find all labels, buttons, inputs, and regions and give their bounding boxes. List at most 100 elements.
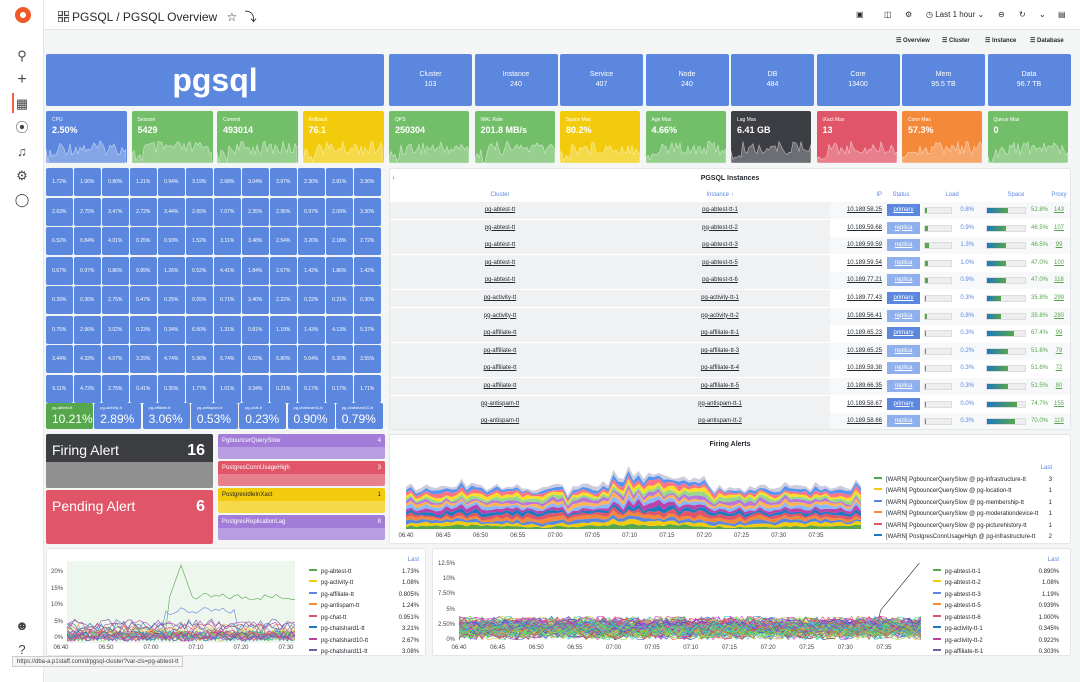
heatmap-cell[interactable]: 3.36%: [354, 168, 381, 196]
spark-panel-cpu[interactable]: CPU 2.50%: [46, 111, 127, 163]
stat-panel-core[interactable]: Core 13400: [816, 54, 900, 106]
legend-item[interactable]: pg-activity-tt 1.08%: [309, 578, 419, 590]
legend-item[interactable]: pg-abtest-tt 1.73%: [309, 567, 419, 579]
heatmap-cell[interactable]: 0.34%: [158, 315, 185, 344]
status-badge[interactable]: replica: [887, 415, 920, 428]
proxy-cell[interactable]: 100: [1053, 259, 1064, 266]
instance-cell[interactable]: pg-abtest-tt-6: [610, 272, 830, 290]
status-badge[interactable]: replica: [887, 309, 920, 322]
stat-panel-instance[interactable]: Instance 240: [474, 54, 558, 106]
heatmap-cell[interactable]: 2.54%: [270, 227, 297, 255]
status-badge[interactable]: replica: [887, 362, 920, 375]
proxy-cell[interactable]: 155: [1053, 400, 1064, 407]
spark-panel-ixact-max[interactable]: iXact Max 13: [816, 111, 897, 163]
proxy-cell[interactable]: 72: [1055, 365, 1063, 372]
heatmap-cell[interactable]: 1.31%: [214, 315, 241, 344]
legend-item[interactable]: pg-chatshard11-tt 3.08%: [309, 647, 419, 655]
instance-cell[interactable]: pg-antispam-tt-1: [610, 395, 830, 413]
cluster-cell[interactable]: pg-antispam-tt: [390, 395, 610, 413]
heatmap-cell[interactable]: 4.73%: [74, 374, 101, 403]
heatmap-cell[interactable]: 5.37%: [354, 315, 381, 344]
save-icon[interactable]: ◫: [884, 10, 892, 19]
user-avatar-icon[interactable]: ☻: [15, 618, 29, 633]
instance-cell[interactable]: pg-affiliate-tt-1: [610, 325, 830, 343]
cluster-cell[interactable]: pg-abtest-tt: [390, 219, 610, 237]
spark-panel-commit[interactable]: Commit 493014: [217, 111, 298, 163]
heatmap-cell[interactable]: 0.25%: [130, 227, 157, 255]
heatmap-cell[interactable]: 5.96%: [186, 345, 213, 373]
table-row[interactable]: pg-antispam-tt pg-antispam-tt-1 10.189.58.…: [390, 395, 1070, 413]
ip-cell[interactable]: 10.189.58.66: [846, 418, 882, 425]
heatmap-cell[interactable]: 2.81%: [326, 168, 353, 196]
heatmap-cell[interactable]: 6.50%: [186, 315, 213, 344]
heat-last-panel[interactable]: pg-chatshard10-tt 0.79%: [335, 403, 383, 429]
heatmap-cell[interactable]: 4.13%: [326, 315, 353, 344]
alert-list-item[interactable]: PostgresIdleInXact 1: [218, 488, 385, 513]
column-header[interactable]: Space: [1007, 192, 1025, 198]
heatmap-cell[interactable]: 1.01%: [214, 374, 241, 403]
heatmap-cell[interactable]: 0.39%: [46, 286, 73, 314]
heatmap-cell[interactable]: 0.21%: [270, 374, 297, 403]
heatmap-cell[interactable]: 4.33%: [74, 345, 101, 373]
legend-item[interactable]: [WARN] PostgresConnUsageHigh @ pg-infras…: [874, 544, 1052, 545]
status-badge[interactable]: primary: [887, 397, 920, 410]
collapse-icon[interactable]: ↓: [392, 175, 395, 181]
spark-panel-lag-max[interactable]: Lag Max 6.41 GB: [731, 111, 811, 163]
heatmap-cell[interactable]: 0.65%: [186, 286, 213, 314]
legend-item[interactable]: pg-chatshard1-tt 3.21%: [309, 624, 419, 636]
legend-item[interactable]: pg-abtest-tt-6 1.000%: [933, 613, 1059, 625]
instance-cell[interactable]: pg-activity-tt-1: [610, 290, 830, 307]
search-icon[interactable]: ⚲: [17, 48, 27, 63]
heatmap-cell[interactable]: 0.86%: [102, 256, 129, 285]
status-badge[interactable]: replica: [887, 344, 920, 357]
gear-icon[interactable]: ⚙: [16, 168, 28, 183]
heatmap-cell[interactable]: 6.02%: [242, 345, 269, 373]
add-panel-icon[interactable]: ▣: [856, 10, 864, 19]
spark-panel-session[interactable]: Session 5429: [131, 111, 213, 163]
spark-panel-conn-max[interactable]: Conn Max 57.3%: [902, 111, 982, 163]
table-row[interactable]: pg-abtest-tt pg-abtest-tt-1 10.189.58.25 pr…: [390, 202, 1070, 219]
cluster-cell[interactable]: pg-affiliate-tt: [390, 342, 610, 360]
heatmap-cell[interactable]: 2.96%: [74, 315, 101, 344]
heatmap-cell[interactable]: 4.74%: [158, 345, 185, 373]
heatmap-cell[interactable]: 1.77%: [186, 374, 213, 403]
heatmap-cell[interactable]: 0.52%: [186, 256, 213, 285]
firing-alert-panel[interactable]: Firing Alert 16: [46, 434, 213, 488]
stat-panel-data[interactable]: Data 96.7 TB: [987, 54, 1071, 106]
heatmap-cell[interactable]: 2.75%: [102, 374, 129, 403]
instance-cell[interactable]: pg-antispam-tt-2: [610, 413, 830, 429]
shield-icon[interactable]: ◯: [14, 192, 30, 207]
spark-panel-queue-max[interactable]: Queue Max 0: [987, 111, 1068, 163]
heatmap-cell[interactable]: 0.97%: [74, 256, 101, 285]
alert-list-item[interactable]: PgbouncerQuerySlow 4: [218, 434, 385, 459]
heatmap-cell[interactable]: 4.41%: [214, 256, 241, 285]
heatmap-cell[interactable]: 0.30%: [354, 286, 381, 314]
heatmap-cell[interactable]: 4.01%: [102, 227, 129, 255]
cluster-cell[interactable]: pg-activity-tt: [390, 307, 610, 325]
stat-panel-service[interactable]: Service 407: [560, 54, 643, 106]
heatmap-cell[interactable]: 2.18%: [326, 227, 353, 255]
legend-item[interactable]: pg-affiliate-tt 0.805%: [309, 590, 419, 602]
ip-cell[interactable]: 10.189.65.25: [846, 347, 882, 354]
cluster-cell[interactable]: pg-antispam-tt: [390, 413, 610, 429]
heatmap-cell[interactable]: 3.44%: [158, 197, 185, 226]
heatmap-cell[interactable]: 0.80%: [102, 168, 129, 196]
heatmap-cell[interactable]: 3.02%: [102, 315, 129, 344]
heatmap-cell[interactable]: 1.19%: [270, 315, 297, 344]
legend-item[interactable]: [WARN] PgbouncerQuerySlow @ pg-picturehi…: [874, 521, 1052, 533]
legend-item[interactable]: pg-affiliate-tt-1 0.303%: [933, 647, 1059, 655]
heatmap-cell[interactable]: 6.11%: [46, 374, 73, 403]
ip-cell[interactable]: 10.189.56.41: [846, 312, 882, 319]
cluster-cell[interactable]: pg-affiliate-tt: [390, 378, 610, 395]
heatmap-cell[interactable]: 1.72%: [46, 168, 73, 196]
heatmap-cell[interactable]: 1.86%: [326, 256, 353, 285]
heatmap-cell[interactable]: 0.35%: [158, 374, 185, 403]
heatmap-cell[interactable]: 3.19%: [186, 168, 213, 196]
cluster-cell[interactable]: pg-abtest-tt: [390, 202, 610, 219]
refresh-interval-chevron-icon[interactable]: ⌄: [1039, 10, 1046, 19]
ip-cell[interactable]: 10.189.59.68: [846, 224, 882, 231]
heatmap-cell[interactable]: 0.41%: [130, 374, 157, 403]
heatmap-cell[interactable]: 2.75%: [74, 197, 101, 226]
status-badge[interactable]: replica: [887, 221, 920, 234]
heatmap-cell[interactable]: 0.47%: [130, 286, 157, 314]
